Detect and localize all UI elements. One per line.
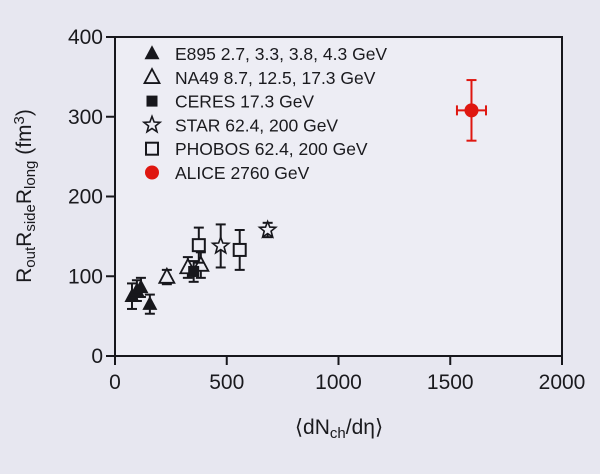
legend-label: ALICE 2760 GeV	[175, 163, 310, 183]
data-point	[464, 103, 479, 118]
legend-marker	[142, 67, 162, 84]
data-point	[232, 242, 247, 257]
y-tick-label: 0	[91, 345, 103, 368]
y-axis-label: RoutRsideRlong (fm3)	[11, 109, 39, 283]
y-axis-label-part: side	[22, 204, 39, 232]
legend-marker	[146, 95, 158, 107]
x-tick-label: 1000	[315, 371, 362, 394]
x-axis-label-part: ch	[330, 425, 346, 442]
x-axis-label: ⟨dNch/dη⟩	[295, 416, 383, 442]
y-tick-label: 300	[68, 106, 103, 129]
x-tick-label: 1500	[427, 371, 474, 394]
legend-label: STAR 62.4, 200 GeV	[175, 115, 338, 135]
plot-area	[115, 37, 562, 356]
y-axis-label-part: 3	[11, 116, 28, 124]
data-point	[157, 266, 176, 284]
data-point	[191, 238, 206, 253]
data-point	[210, 235, 231, 255]
x-axis-label-part: η	[363, 416, 375, 439]
legend-label: E895 2.7, 3.3, 3.8, 4.3 GeV	[175, 44, 387, 64]
legend-marker	[141, 114, 163, 134]
data-point	[188, 265, 200, 277]
legend-marker	[145, 141, 159, 156]
y-axis-label-part: long	[22, 161, 39, 189]
x-axis-label-part: ⟨dN	[295, 416, 330, 439]
y-tick-label: 200	[68, 186, 103, 209]
data-point	[257, 219, 278, 239]
plot-frame	[114, 36, 563, 357]
y-axis-label-part: R	[13, 189, 36, 204]
y-tick-label: 400	[68, 26, 103, 49]
y-tick-label: 100	[68, 265, 103, 288]
y-axis-label-part: )	[13, 109, 36, 116]
y-axis-label-part: (fm	[13, 124, 36, 160]
x-axis-label-part: ⟩	[375, 416, 383, 439]
y-axis-label-part: R	[13, 268, 36, 283]
y-axis-label-part: out	[22, 246, 39, 268]
legend-marker	[145, 165, 159, 180]
legend-label: NA49 8.7, 12.5, 17.3 GeV	[175, 68, 376, 88]
x-axis-label-part: /d	[346, 416, 364, 439]
legend-label: PHOBOS 62.4, 200 GeV	[175, 139, 368, 159]
x-tick-label: 500	[209, 371, 244, 394]
data-point	[133, 279, 149, 294]
x-tick-label: 0	[109, 371, 121, 394]
legend-label: CERES 17.3 GeV	[175, 92, 314, 112]
y-axis-label-part: R	[13, 232, 36, 247]
x-tick-label: 2000	[539, 371, 586, 394]
legend-marker	[144, 45, 160, 60]
data-point	[142, 295, 158, 310]
